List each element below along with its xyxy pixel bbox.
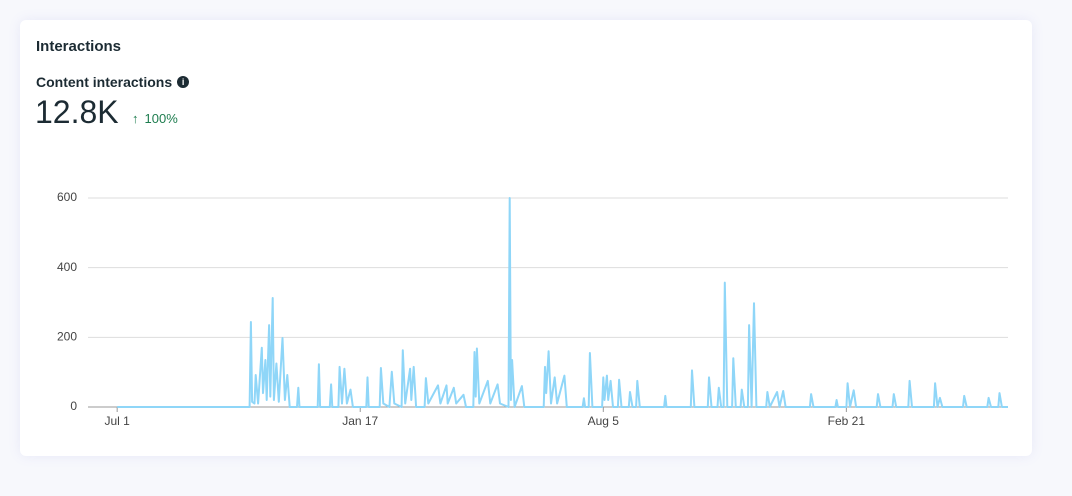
metric-name: Content interactions xyxy=(36,74,173,90)
y-tick-label: 600 xyxy=(57,190,77,204)
y-tick-label: 400 xyxy=(57,260,77,274)
x-tick-label: Jul 1 xyxy=(104,414,130,428)
card: Interactions Content interactions i 12.8K… xyxy=(20,20,1032,456)
card-title: Interactions xyxy=(36,38,122,55)
change-value: 100% xyxy=(144,111,178,126)
metric-total: 12.8K xyxy=(35,94,119,130)
metric-label: Content interactions i xyxy=(36,74,190,90)
x-tick-label: Feb 21 xyxy=(828,414,866,428)
x-tick-label: Jan 17 xyxy=(342,414,378,428)
y-tick-label: 200 xyxy=(57,330,77,344)
x-tick-label: Aug 5 xyxy=(588,414,620,428)
metric-change: ↑ 100% xyxy=(132,111,178,126)
up-arrow: ↑ xyxy=(132,111,139,126)
line xyxy=(117,197,1008,408)
y-tick-label: 0 xyxy=(70,399,77,413)
info-icon[interactable]: i xyxy=(177,76,190,88)
